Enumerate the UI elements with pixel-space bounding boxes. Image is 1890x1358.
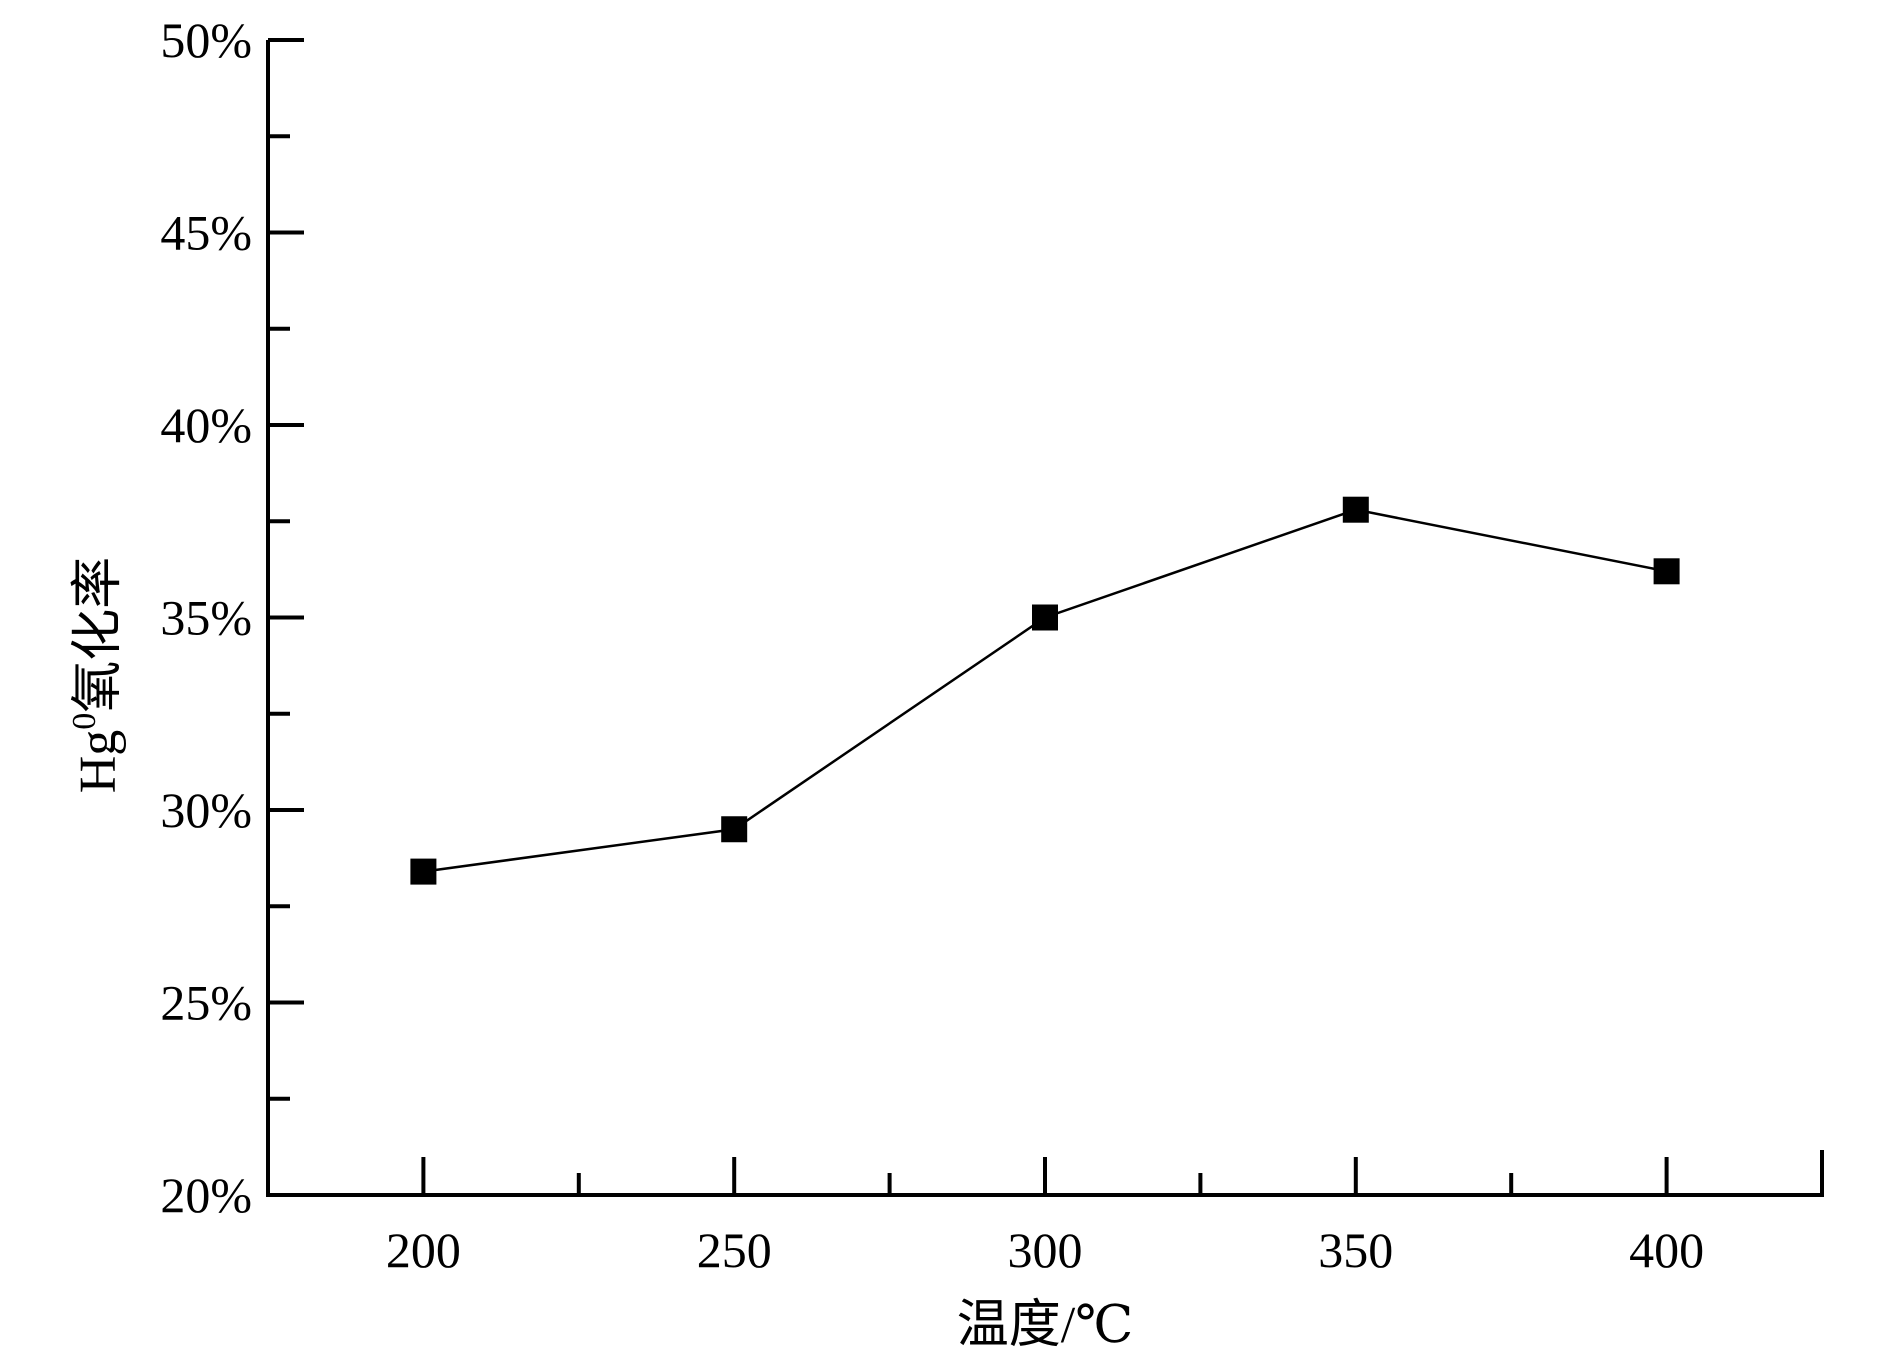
x-tick-label: 200 — [386, 1222, 461, 1278]
y-axis-title-base: Hg — [70, 730, 127, 794]
x-tick-label: 250 — [697, 1222, 772, 1278]
x-tick-label: 350 — [1318, 1222, 1393, 1278]
y-tick-label: 25% — [160, 975, 252, 1031]
x-tick-label: 300 — [1008, 1222, 1083, 1278]
x-axis-title: 温度/℃ — [957, 1297, 1134, 1354]
data-point-400 — [1653, 558, 1680, 585]
y-tick-label: 45% — [160, 205, 252, 261]
y-tick-label: 20% — [160, 1167, 252, 1223]
x-axis-ticks — [421, 1157, 1669, 1195]
data-point-200 — [410, 858, 437, 885]
data-point-250 — [721, 816, 748, 843]
series-markers — [410, 496, 1680, 885]
y-tick-label: 50% — [160, 12, 252, 68]
y-axis-tick-labels: 20% 25% 30% 35% 40% 45% 50% — [160, 12, 252, 1223]
x-axis-tick-labels: 200 250 300 350 400 — [386, 1222, 1704, 1278]
y-axis-title-rest: 氧化率 — [70, 557, 127, 713]
y-tick-label: 35% — [160, 590, 252, 646]
series-line — [423, 508, 1667, 873]
y-tick-label: 40% — [160, 397, 252, 453]
data-point-350 — [1342, 496, 1369, 523]
y-axis-title-superscript: 0 — [66, 713, 103, 730]
y-axis-ticks — [268, 38, 304, 1197]
data-point-300 — [1032, 604, 1058, 631]
y-tick-label: 30% — [160, 782, 252, 838]
y-axis-title: Hg0氧化率 — [66, 557, 127, 794]
x-tick-label: 400 — [1629, 1222, 1704, 1278]
